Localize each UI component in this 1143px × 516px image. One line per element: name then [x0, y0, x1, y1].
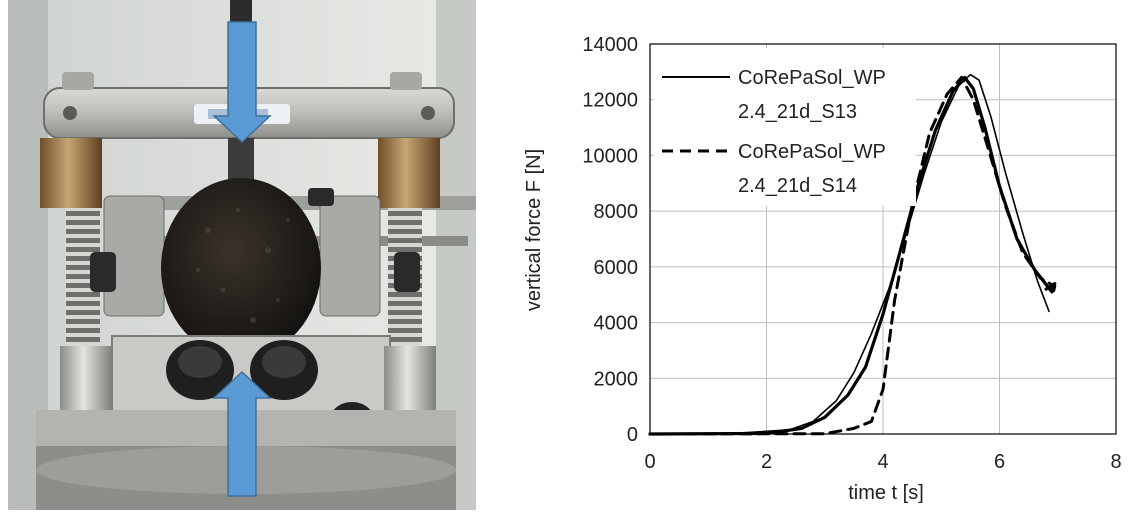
y-axis-label: vertical force F [N]	[523, 149, 545, 311]
y-tick-label: 2000	[594, 368, 639, 390]
y-tick-label: 12000	[582, 90, 638, 112]
y-tick-label: 4000	[594, 313, 639, 335]
force-time-chart: 0 2000 4000 6000 8000 10000 12000 14000 0 2 4 6 8 C…	[484, 4, 1143, 516]
y-tick-label: 0	[627, 424, 638, 446]
series-lines	[648, 73, 1057, 436]
legend-label-s13-line1: CoRePaSol_WP	[738, 67, 886, 89]
legend-label-s14-line2: 2.4_21d_S14	[738, 175, 857, 197]
legend: CoRePaSol_WP 2.4_21d_S13 CoRePaSol_WP 2.…	[654, 48, 916, 206]
legend-label-s14-line1: CoRePaSol_WP	[738, 141, 886, 163]
x-tick-labels: 0 2 4 6 8	[644, 451, 1121, 473]
x-tick-label: 0	[644, 451, 655, 473]
y-tick-label: 10000	[582, 145, 638, 167]
y-tick-label: 6000	[594, 257, 639, 279]
x-tick-label: 6	[994, 451, 1005, 473]
x-axis-label: time t [s]	[848, 482, 924, 504]
y-tick-label: 14000	[582, 34, 638, 56]
x-tick-label: 2	[761, 451, 772, 473]
chart-canvas: 0 2000 4000 6000 8000 10000 12000 14000 0 2 4 6 8 C…	[484, 4, 1143, 516]
series-line-3	[648, 75, 1057, 436]
y-tick-labels: 0 2000 4000 6000 8000 10000 12000 14000	[582, 34, 638, 446]
plot-frame	[649, 43, 1117, 435]
x-tick-label: 4	[877, 451, 888, 473]
test-apparatus-photo	[8, 0, 476, 510]
y-tick-label: 8000	[594, 201, 639, 223]
legend-label-s13-line2: 2.4_21d_S13	[738, 101, 857, 123]
x-tick-label: 8	[1110, 451, 1121, 473]
force-arrows	[212, 21, 272, 497]
